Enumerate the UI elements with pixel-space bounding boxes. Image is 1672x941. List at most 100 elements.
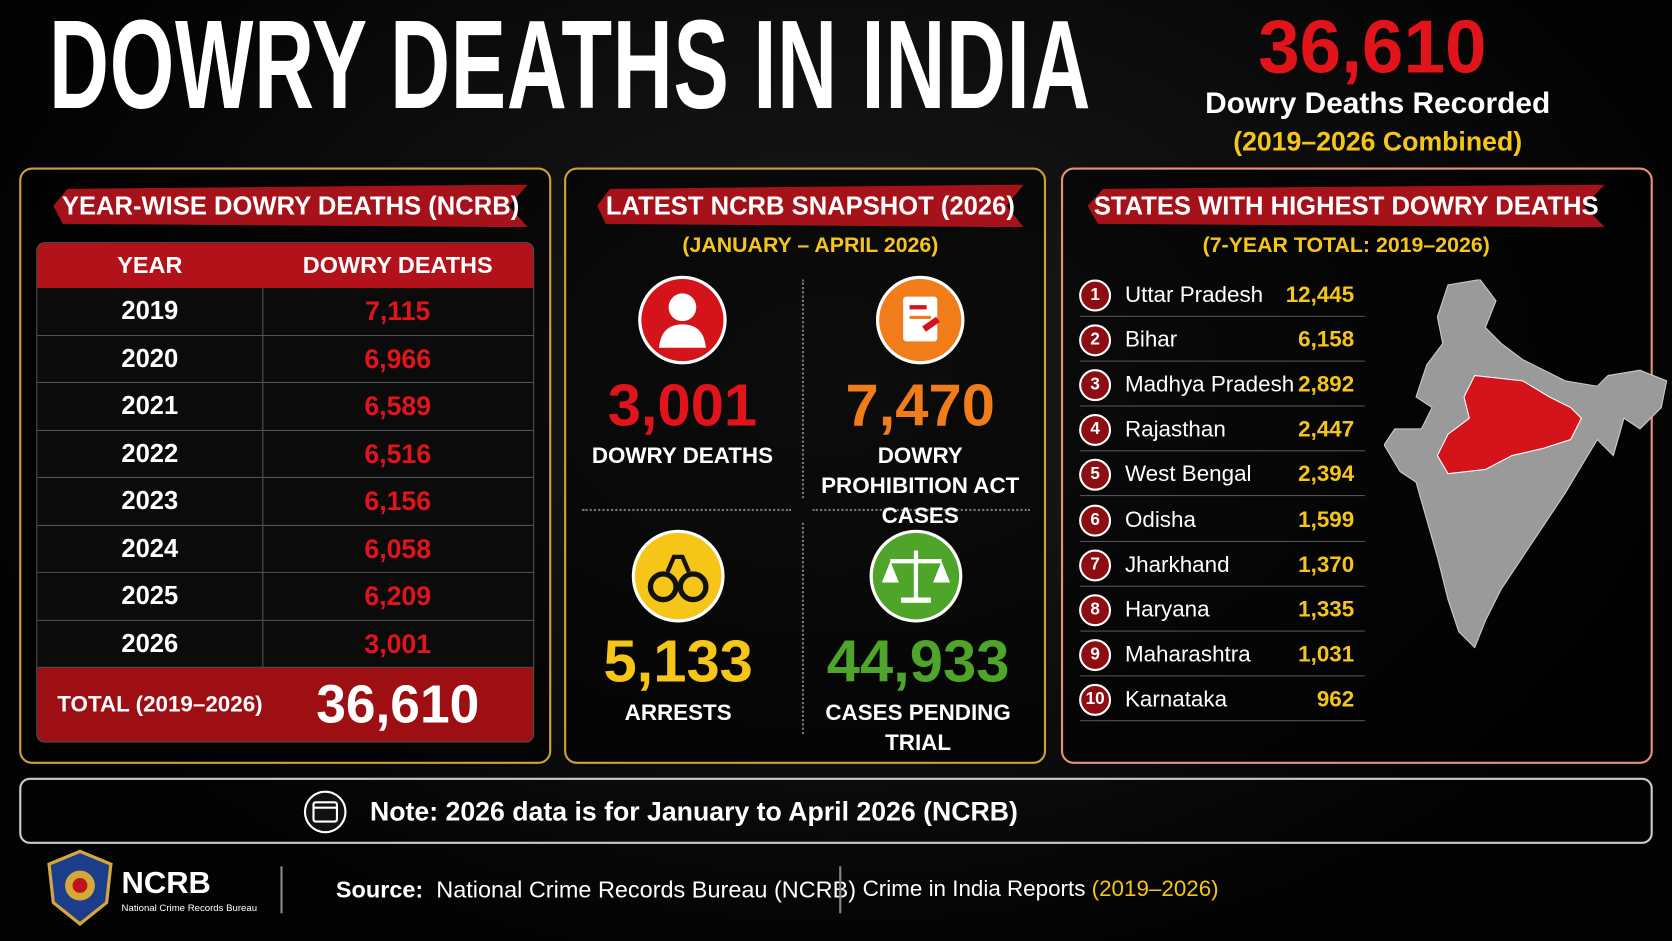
year-cell: 2019 xyxy=(37,288,264,336)
rank-badge: 10 xyxy=(1079,683,1112,716)
row-rule xyxy=(1080,315,1365,317)
column-header: DOWRY DEATHS xyxy=(302,251,493,279)
stat-value: 7,470 xyxy=(845,371,995,439)
state-name: Bihar xyxy=(1124,327,1178,353)
year-cell: 2020 xyxy=(37,335,264,384)
row-rule xyxy=(1080,405,1365,407)
india-map xyxy=(1384,279,1668,649)
state-name: Maharashtra xyxy=(1124,642,1251,667)
divider xyxy=(801,279,804,499)
table-header xyxy=(37,243,534,289)
row-rule xyxy=(1080,585,1365,587)
total-row xyxy=(37,667,534,742)
total-value: 36,610 xyxy=(316,674,480,735)
source-label: Source: xyxy=(335,875,424,903)
table-row xyxy=(37,620,534,668)
state-value: 6,158 xyxy=(1298,327,1355,353)
rank-badge: 8 xyxy=(1079,593,1112,626)
deaths-cell: 7,115 xyxy=(365,296,431,327)
handcuffs-icon xyxy=(631,529,725,623)
panel-title: LATEST NCRB SNAPSHOT (2026) xyxy=(605,192,1015,221)
table-row xyxy=(37,525,534,573)
row-rule xyxy=(1080,450,1365,452)
title: DOWRY DEATHS IN INDIA xyxy=(49,0,1092,136)
state-name: West Bengal xyxy=(1124,462,1252,487)
year-cell: 2022 xyxy=(37,430,264,478)
year-cell: 2021 xyxy=(37,383,264,431)
state-value: 1,031 xyxy=(1298,642,1355,667)
divider xyxy=(801,522,804,735)
ncrb-logo xyxy=(47,849,113,926)
year-cell: 2024 xyxy=(37,525,264,573)
row-rule xyxy=(1080,720,1365,722)
deaths-cell: 6,209 xyxy=(364,581,432,612)
panel-subtitle: (7-YEAR TOTAL: 2019–2026) xyxy=(1202,233,1490,258)
banner xyxy=(597,184,1024,228)
source: Source: National Crime Records Bureau (N… xyxy=(336,875,856,905)
deaths-cell: 3,001 xyxy=(364,628,432,659)
rank-badge: 1 xyxy=(1079,279,1112,312)
row-rule xyxy=(1080,540,1365,542)
panel-title: YEAR-WISE DOWRY DEATHS (NCRB) xyxy=(61,192,520,221)
year-cell: 2025 xyxy=(37,572,264,621)
deaths-cell: 6,516 xyxy=(364,439,432,469)
state-value: 1,599 xyxy=(1298,507,1355,532)
snapshot-panel xyxy=(564,167,1047,764)
total-label: TOTAL (2019–2026) xyxy=(57,692,263,717)
stat-value: 3,001 xyxy=(607,371,758,439)
banner xyxy=(1087,184,1605,228)
rank-badge: 6 xyxy=(1079,504,1112,537)
panel-title: STATES WITH HIGHEST DOWRY DEATHS xyxy=(1093,192,1599,221)
table-row xyxy=(37,572,534,621)
state-value: 12,445 xyxy=(1285,282,1355,308)
deaths-cell: 6,589 xyxy=(364,391,432,422)
column-header: YEAR xyxy=(117,251,183,279)
stat-label: CASES PENDING TRIAL xyxy=(825,700,1011,756)
rank-badge: 4 xyxy=(1079,414,1112,447)
year-table: YEAR DOWRY DEATHS 2019 7,115 2020 6,966 2021 6,… xyxy=(36,242,535,743)
total-period: (2019–2026 Combined) xyxy=(1233,126,1523,157)
case-icon xyxy=(875,275,965,365)
state-name: Jharkhand xyxy=(1124,552,1230,577)
row-rule xyxy=(1080,495,1365,497)
stat-value: 44,933 xyxy=(826,627,1010,695)
state-value: 962 xyxy=(1316,686,1355,712)
note-text: Note: 2026 data is for January to April … xyxy=(370,796,1018,827)
state-name: Karnataka xyxy=(1124,686,1228,712)
table-row xyxy=(37,335,534,384)
state-value: 1,335 xyxy=(1298,597,1355,622)
state-name: Rajasthan xyxy=(1124,417,1226,443)
table-row xyxy=(37,288,534,336)
reports-period: (2019–2026) xyxy=(1091,876,1219,902)
state-value: 1,370 xyxy=(1298,552,1355,577)
stat-label: DOWRY DEATHS xyxy=(591,443,774,469)
state-name: Uttar Pradesh xyxy=(1124,282,1264,308)
deaths-cell: 6,156 xyxy=(364,486,432,517)
stat-label: ARRESTS xyxy=(624,700,732,726)
note-box xyxy=(19,777,1653,844)
rank-badge: 7 xyxy=(1079,549,1112,582)
reports: Crime in India Reports (2019–2026) xyxy=(863,875,1219,905)
state-value: 2,394 xyxy=(1298,462,1355,487)
state-value: 2,892 xyxy=(1298,372,1355,398)
state-name: Odisha xyxy=(1124,507,1196,532)
reports-text: Crime in India Reports xyxy=(862,876,1086,902)
row-rule xyxy=(1080,675,1365,677)
panel-subtitle: (JANUARY – APRIL 2026) xyxy=(682,233,939,258)
total-label: Dowry Deaths Recorded xyxy=(1205,86,1551,120)
divider xyxy=(839,866,842,914)
state-value: 2,447 xyxy=(1298,417,1355,443)
rank-badge: 3 xyxy=(1079,369,1112,402)
row-rule xyxy=(1080,630,1365,632)
year-cell: 2023 xyxy=(37,477,264,526)
total-value: 36,610 xyxy=(1258,5,1487,89)
table-row xyxy=(37,477,534,526)
state-name: Haryana xyxy=(1124,597,1210,622)
snapshot-icons xyxy=(631,275,965,623)
state-name: Madhya Pradesh xyxy=(1124,372,1295,398)
woman-icon xyxy=(638,275,727,365)
table-row xyxy=(37,383,534,431)
deaths-cell: 6,058 xyxy=(364,533,432,564)
